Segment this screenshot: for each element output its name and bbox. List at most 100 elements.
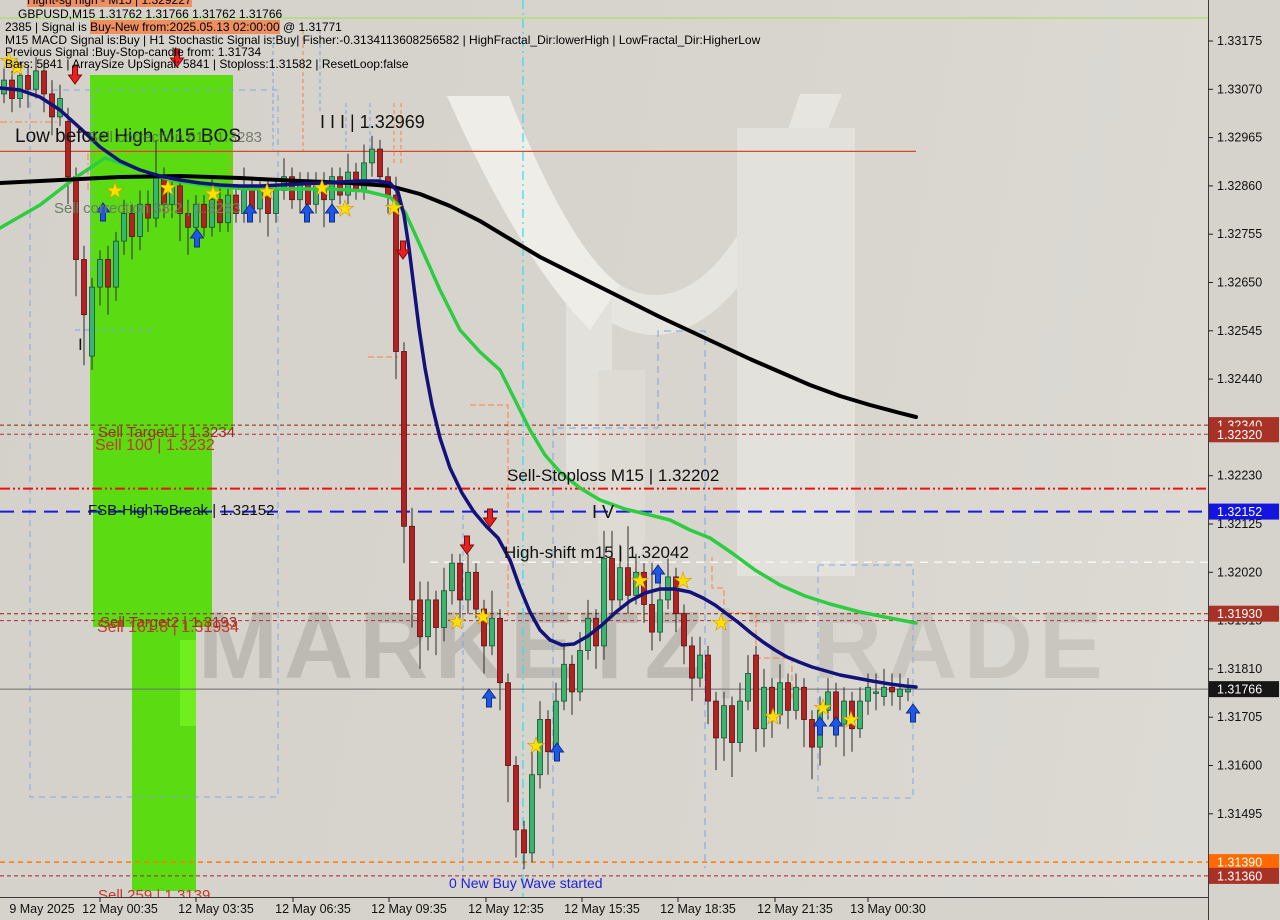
watermark-text: MARKETZ|TRADE — [198, 596, 1109, 696]
bear-candle — [73, 176, 79, 260]
bear-candle — [649, 604, 655, 633]
star-icon: ★ — [763, 704, 783, 729]
bull-candle — [865, 686, 871, 702]
bull-candle — [601, 558, 607, 647]
svg-text:1.32860: 1.32860 — [1217, 179, 1262, 193]
bear-candle — [105, 259, 111, 288]
star-icon: ★ — [384, 195, 404, 220]
bear-candle — [337, 176, 343, 196]
bear-candle — [233, 194, 239, 214]
svg-text:1.32545: 1.32545 — [1217, 324, 1262, 338]
bull-candle — [449, 562, 455, 592]
star-icon: ★ — [158, 175, 178, 200]
bull-candle — [857, 700, 863, 730]
star-icon: ★ — [7, 55, 27, 80]
previous-signal-line: Previous Signal :Buy-Stop-candle from: 1… — [5, 45, 262, 59]
bull-candle — [361, 162, 367, 191]
bull-candle — [529, 774, 535, 854]
bull-candle — [89, 286, 95, 357]
bull-candle — [905, 688, 911, 693]
bear-candle — [201, 203, 207, 228]
watermark-part2: TRADE — [748, 592, 1109, 699]
bull-candle — [33, 70, 39, 90]
time-label: 12 May 09:35 — [371, 902, 447, 916]
channel-step-line — [552, 330, 706, 868]
svg-text:1.32020: 1.32020 — [1217, 565, 1262, 579]
bear-candle — [849, 700, 855, 730]
svg-text:1.31930: 1.31930 — [1217, 607, 1262, 621]
svg-text:1.31766: 1.31766 — [1217, 683, 1262, 697]
time-label: 13 May 00:30 — [850, 902, 926, 916]
star-icon: ★ — [203, 181, 223, 206]
bear-candle — [505, 682, 511, 766]
bull-candle — [561, 663, 567, 702]
bull-candle — [745, 673, 751, 702]
bull-candle — [737, 700, 743, 743]
sell-arrow-icon — [459, 535, 475, 555]
bull-candle — [441, 590, 447, 628]
time-label: 12 May 06:35 — [275, 902, 351, 916]
bear-candle — [409, 525, 415, 601]
bear-candle — [81, 259, 87, 316]
svg-text:1.33175: 1.33175 — [1217, 34, 1262, 48]
star-icon: ★ — [813, 695, 833, 720]
svg-text:1.31390: 1.31390 — [1217, 856, 1262, 870]
buy-zone — [180, 640, 196, 726]
bull-candle — [113, 240, 119, 288]
time-label: 12 May 21:35 — [757, 902, 833, 916]
channel-step-line — [470, 404, 509, 620]
buy-arrow-icon — [549, 742, 565, 762]
bull-candle — [193, 203, 199, 228]
svg-text:1.31600: 1.31600 — [1217, 759, 1262, 773]
bear-candle — [185, 213, 191, 228]
bear-candle — [609, 558, 615, 601]
buy-arrow-icon — [481, 688, 497, 708]
svg-text:1.32125: 1.32125 — [1217, 517, 1262, 531]
price-tag — [1209, 681, 1279, 698]
bear-candle — [689, 645, 695, 679]
buy-arrow-icon — [905, 703, 921, 723]
price-tag — [1209, 503, 1279, 520]
bull-candle — [633, 571, 639, 596]
bull-candle — [825, 691, 831, 711]
bull-candle — [489, 617, 495, 647]
bear-candle — [401, 351, 407, 527]
star-icon: ★ — [257, 179, 277, 204]
indicator-status-line: M15 MACD Signal is:Buy | H1 Stochastic S… — [5, 33, 761, 47]
star-icon: ★ — [841, 707, 861, 732]
time-label: 12 May 12:35 — [468, 902, 544, 916]
bear-candle — [809, 719, 815, 748]
sell-arrow-icon — [482, 508, 498, 528]
svg-text:1.31495: 1.31495 — [1217, 807, 1262, 821]
star-icon: ★ — [312, 175, 332, 200]
bull-candle — [873, 691, 879, 694]
bear-candle — [729, 705, 735, 743]
price-axis[interactable]: 1.33175 1.33070 1.32965 1.32860 1.32755 1.326… — [1208, 0, 1280, 920]
bull-candle — [577, 650, 583, 693]
ma-navy — [0, 86, 918, 689]
time-label: 12 May 00:35 — [82, 902, 158, 916]
bear-candle — [521, 829, 527, 854]
bear-candle — [801, 686, 807, 720]
star-icon: ★ — [0, 48, 19, 73]
price-tags: 1.323401.323201.321521.319301.317661.313… — [1209, 417, 1279, 884]
chart-canvas[interactable]: ★★★ ★ ★ ★ ★★ ★★ ★★★ ★★★ ★ ★ — [0, 0, 1208, 897]
sell-arrow-icon — [169, 48, 185, 68]
buy-arrow-icon — [242, 203, 258, 223]
time-label: 12 May 15:35 — [564, 902, 640, 916]
signal-zones — [90, 75, 233, 891]
bull-candle — [425, 599, 431, 638]
svg-text:1.32230: 1.32230 — [1217, 469, 1262, 483]
buy-zone — [93, 430, 212, 627]
bear-candle — [753, 654, 759, 730]
svg-text:1.31705: 1.31705 — [1217, 710, 1262, 724]
time-axis[interactable]: 9 May 2025 12 May 00:35 12 May 03:35 12 May… — [0, 897, 1208, 920]
signal-highlight: Buy-New from:2025.05.13 02:00:00 — [90, 20, 280, 34]
sell-arrow-icon — [395, 240, 411, 260]
fractal-box — [817, 564, 914, 799]
bull-candle — [537, 719, 543, 776]
bull-candle — [777, 682, 783, 716]
brand-logo-watermark — [447, 94, 855, 581]
price-tag — [1209, 867, 1279, 884]
